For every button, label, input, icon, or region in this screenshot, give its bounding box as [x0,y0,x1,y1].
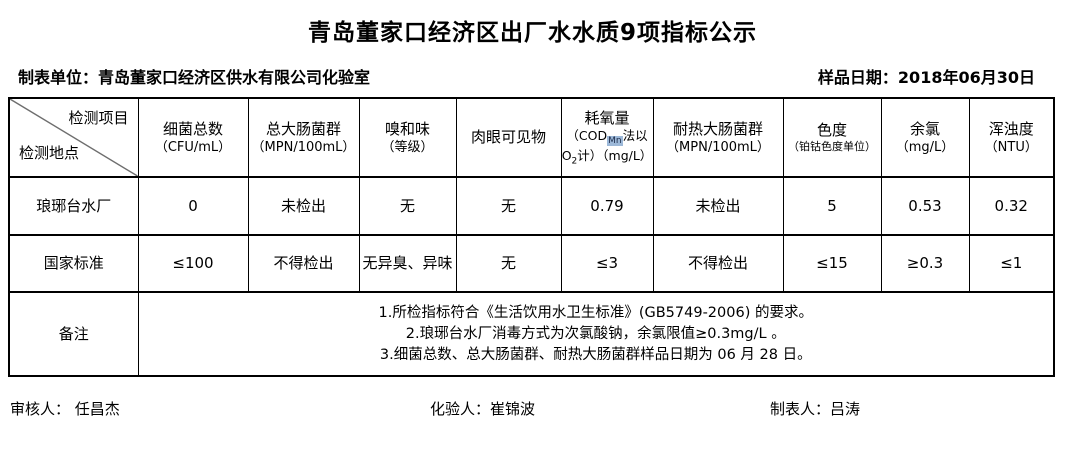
remark-line-1: 1.所检指标符合《生活饮用水卫生标准》(GB5749-2006) 的要求。 [378,304,813,321]
remark-line-2: 2.琅琊台水厂消毒方式为次氯酸钠，余氯限值≥0.3mg/L 。 [405,325,786,342]
col-header-turbidity: 浑浊度 （NTU） [968,97,1055,178]
header-unit: （MPN/100mL） [251,139,356,155]
row-label: 国家标准 [8,234,139,293]
data-cell: 0.79 [560,176,654,236]
col-header-odor-taste: 嗅和味 （等级） [358,97,457,178]
data-cell: ≤100 [137,234,249,293]
cod-unit-part: 法以 [622,127,648,143]
preparer-label: 制表人：吕涛 [770,400,861,418]
data-cell: ≤15 [782,234,882,293]
header-unit: （MPN/100mL） [666,139,770,155]
row-langyatai-plant: 琅琊台水厂 0 未检出 无 无 0.79 未检出 5 0.53 0.32 [8,176,1055,236]
remark-label: 备注 [8,291,139,377]
header-unit: （等级） [381,139,434,155]
info-row: 制表单位：青岛董家口经济区供水有限公司化验室 样品日期：2018年06月30日 [0,64,1065,88]
col-header-chroma: 色度 （铂钴色度单位） [782,97,882,178]
row-label: 琅琊台水厂 [8,176,139,236]
header-row: 检测项目 检测地点 细菌总数 （CFU/mL） 总大肠菌群 （MPN/100mL… [8,97,1055,178]
header-name: 浑浊度 [988,119,1034,138]
header-name: 细菌总数 [162,119,223,138]
data-cell: 无 [455,176,562,236]
o2-subscript: 2 [571,156,578,167]
row-national-standard: 国家标准 ≤100 不得检出 无异臭、异味 无 ≤3 不得检出 ≤15 ≥0.3… [8,234,1055,293]
data-cell: ≤1 [968,234,1055,293]
data-cell: 0.32 [968,176,1055,236]
corner-cell: 检测项目 检测地点 [8,97,139,178]
cod-unit-part: （COD [566,127,608,143]
header-unit: （铂钴色度单位） [788,140,876,154]
corner-label-location: 检测地点 [19,143,80,162]
tester-label: 化验人：崔锦波 [430,400,536,418]
col-header-thermotolerant-coliform: 耐热大肠菌群 （MPN/100mL） [652,97,784,178]
cod-unit-part: 计）（mg/L） [577,147,653,163]
row-remarks: 备注 1.所检指标符合《生活饮用水卫生标准》(GB5749-2006) 的要求。… [8,291,1055,377]
reviewer-label: 审核人： 任昌杰 [10,400,120,418]
cod-unit-part: O [561,147,572,163]
header-unit: O2计）（mg/L） [561,147,653,168]
header-name: 耐热大肠菌群 [672,119,763,138]
sample-date-label: 样品日期：2018年06月30日 [817,68,1035,87]
col-header-total-coliform: 总大肠菌群 （MPN/100mL） [247,97,360,178]
maker-unit-label: 制表单位：青岛董家口经济区供水有限公司化验室 [18,68,371,87]
header-unit: （NTU） [984,139,1038,155]
header-unit: （CODMn法以 [562,127,652,148]
col-header-bacteria-total: 细菌总数 （CFU/mL） [137,97,249,178]
header-name: 嗅和味 [384,119,430,138]
data-cell: 不得检出 [652,234,784,293]
col-header-residual-chlorine: 余氯 （mg/L） [880,97,970,178]
header-unit: （CFU/mL） [154,139,232,155]
header-name: 总大肠菌群 [265,119,341,138]
data-cell: 未检出 [652,176,784,236]
page-title: 青岛董家口经济区出厂水水质9项指标公示 [307,20,757,46]
data-cell: 0.53 [880,176,970,236]
header-name: 耗氧量 [584,108,630,127]
remark-line-3: 3.细菌总数、总大肠菌群、耐热大肠菌群样品日期为 06 月 28 日。 [379,346,812,363]
header-name: 色度 [816,120,847,139]
data-cell: 无 [358,176,457,236]
col-header-visible-matter: 肉眼可见物 [455,97,562,178]
remark-content: 1.所检指标符合《生活饮用水卫生标准》(GB5749-2006) 的要求。 2.… [137,291,1055,377]
data-cell: 未检出 [247,176,360,236]
data-cell: 5 [782,176,882,236]
corner-label-item: 检测项目 [68,109,129,127]
data-cell: 0 [137,176,249,236]
header-unit: （mg/L） [895,139,955,155]
header-name: 余氯 [909,119,940,138]
col-header-cod: 耗氧量 （CODMn法以 O2计）（mg/L） [560,97,654,178]
data-cell: 不得检出 [247,234,360,293]
data-cell: 无异臭、异味 [358,234,457,293]
data-cell: ≤3 [560,234,654,293]
water-quality-table: 检测项目 检测地点 细菌总数 （CFU/mL） 总大肠菌群 （MPN/100mL… [8,97,1055,377]
data-cell: 无 [455,234,562,293]
data-cell: ≥0.3 [880,234,970,293]
diagonal-line [10,99,138,176]
cod-subscript-mn: Mn [607,136,623,147]
header-name: 肉眼可见物 [470,128,546,147]
